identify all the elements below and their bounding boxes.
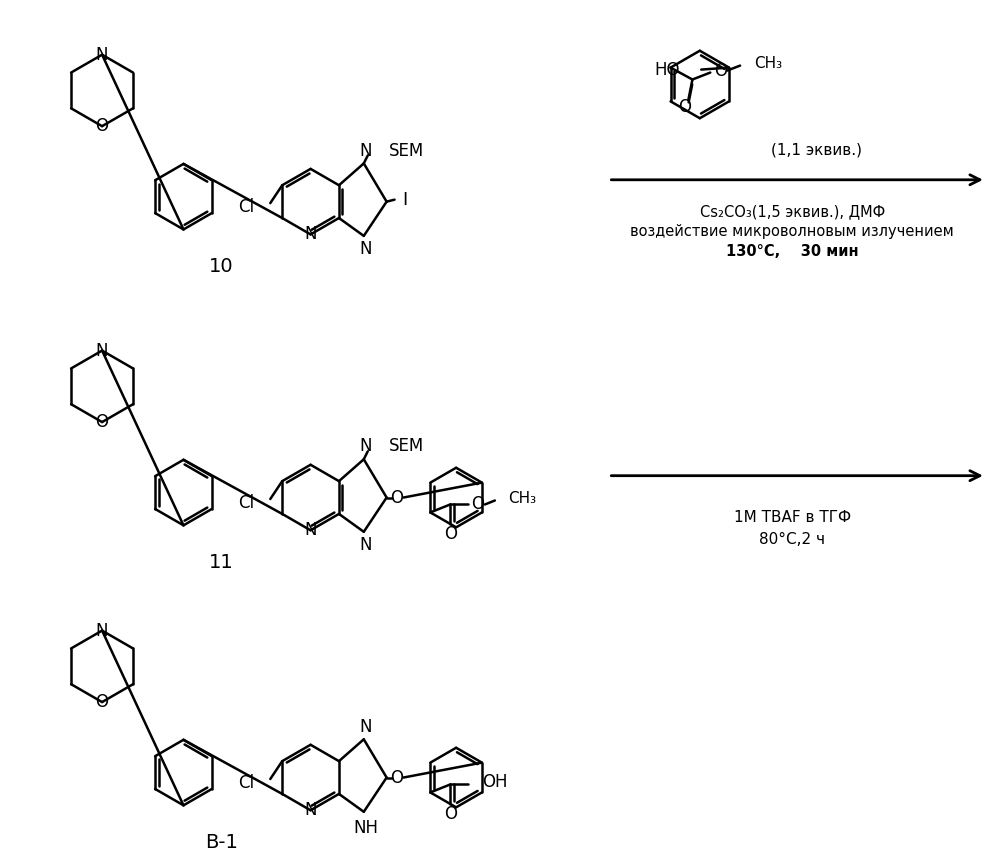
Text: N: N	[304, 225, 317, 243]
Text: (1,1 эквив.): (1,1 эквив.)	[771, 142, 862, 158]
Text: O: O	[96, 693, 109, 711]
Text: O: O	[714, 61, 727, 79]
Text: N: N	[360, 438, 372, 456]
Text: 80°C,2 ч: 80°C,2 ч	[759, 532, 825, 547]
Text: O: O	[444, 526, 457, 544]
Text: 11: 11	[209, 552, 234, 571]
Text: N: N	[96, 46, 108, 64]
Text: SEM: SEM	[389, 142, 424, 160]
Text: N: N	[304, 802, 317, 819]
Text: O: O	[390, 769, 403, 786]
Text: I: I	[403, 191, 408, 209]
Text: CH₃: CH₃	[754, 56, 782, 71]
Text: O: O	[444, 805, 457, 823]
Text: В-1: В-1	[205, 833, 238, 852]
Text: 10: 10	[209, 256, 234, 275]
Text: N: N	[304, 521, 317, 539]
Text: Cl: Cl	[238, 774, 254, 792]
Text: O: O	[678, 98, 691, 117]
Text: N: N	[96, 342, 108, 360]
Text: воздействие микроволновым излучением: воздействие микроволновым излучением	[630, 224, 954, 239]
Text: Cl: Cl	[238, 494, 254, 512]
Text: 1M TBAF в ТГФ: 1M TBAF в ТГФ	[734, 510, 851, 525]
Text: Cs₂CO₃(1,5 эквив.), ДМФ: Cs₂CO₃(1,5 эквив.), ДМФ	[700, 204, 885, 219]
Text: NH: NH	[353, 819, 378, 836]
Text: CH₃: CH₃	[508, 491, 536, 506]
Text: O: O	[471, 495, 484, 513]
Text: Cl: Cl	[238, 198, 254, 216]
Text: N: N	[360, 536, 372, 554]
Text: HO: HO	[654, 60, 679, 79]
Text: O: O	[96, 413, 109, 431]
Text: O: O	[96, 117, 109, 135]
Text: O: O	[390, 488, 403, 507]
Text: N: N	[96, 621, 108, 639]
Text: 130°C,    30 мин: 130°C, 30 мин	[726, 243, 858, 259]
Text: N: N	[360, 142, 372, 160]
Text: OH: OH	[482, 773, 507, 791]
Text: N: N	[360, 240, 372, 258]
Text: N: N	[360, 718, 372, 736]
Text: SEM: SEM	[389, 438, 424, 456]
